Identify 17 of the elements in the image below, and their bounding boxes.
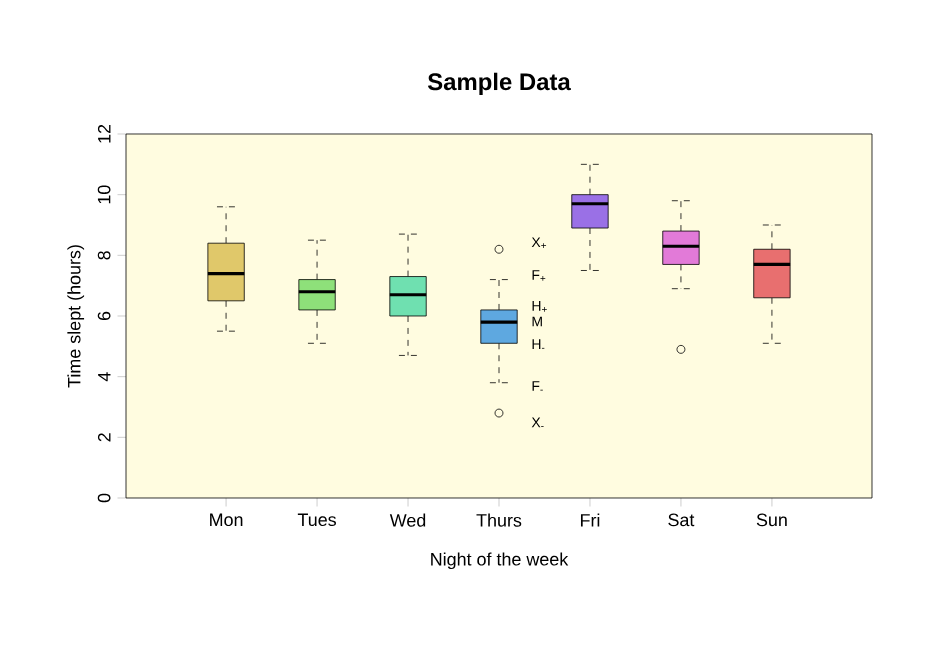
x-tick-label: Wed bbox=[389, 513, 426, 527]
chart-title: Sample Data bbox=[427, 72, 571, 95]
y-tick-label: 12 bbox=[97, 124, 111, 143]
x-axis-title: Night of the week bbox=[431, 552, 569, 570]
x-tick-label: Sun bbox=[756, 513, 787, 527]
x-tick-label: Tues bbox=[297, 513, 336, 527]
y-tick-label: 8 bbox=[97, 251, 111, 260]
y-tick-label: 4 bbox=[98, 372, 111, 382]
y-tick-label: 6 bbox=[97, 311, 111, 321]
x-tick-label: Sat bbox=[668, 513, 695, 527]
y-axis-title: Time slept (hours) bbox=[67, 245, 85, 388]
x-tick-label: Mon bbox=[210, 513, 243, 527]
y-tick-label: 10 bbox=[97, 185, 111, 204]
y-tick-label: 2 bbox=[97, 433, 111, 442]
y-tick-label: 0 bbox=[97, 493, 111, 503]
x-tick-label: Fri bbox=[580, 513, 600, 527]
x-tick-label: Thurs bbox=[476, 513, 522, 527]
